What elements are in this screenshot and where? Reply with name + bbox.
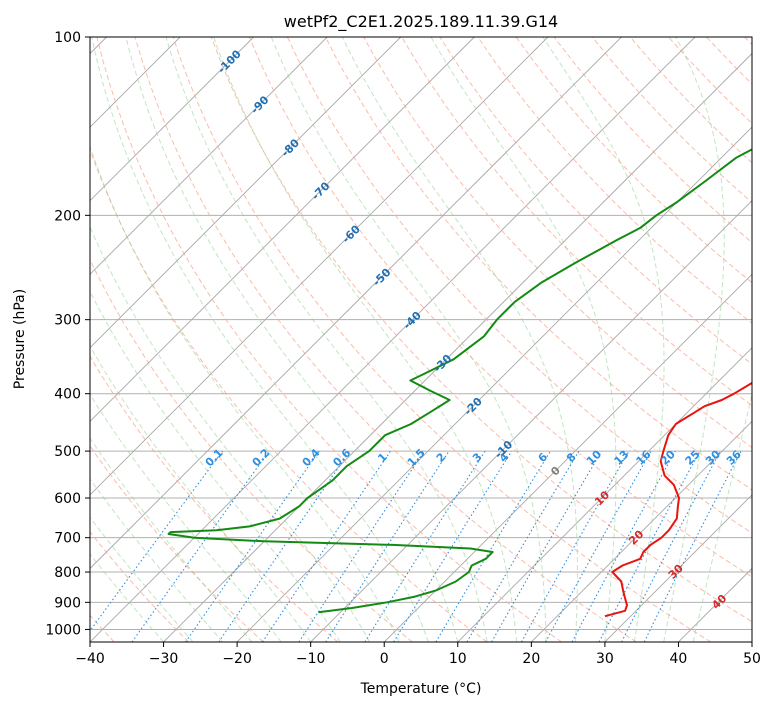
- y-tick-label: 800: [54, 565, 81, 581]
- y-tick-label: 200: [54, 208, 81, 224]
- mixing-ratio-line: [393, 450, 513, 642]
- y-tick-label: 500: [54, 444, 81, 460]
- dry-adiabat-line: [477, 37, 752, 324]
- moist-adiabat-line: [90, 290, 341, 642]
- x-tick-label: −20: [222, 651, 252, 667]
- axes: −40 −30 −20 −10 0 10 20 30 40 50 100 200 300 400 500 60…: [45, 30, 761, 667]
- moist-adiabat-line: [90, 345, 312, 642]
- plot-area: [90, 37, 752, 642]
- dry-adiabat-line: [172, 37, 712, 642]
- dry-adiabat-line: [90, 258, 413, 642]
- dewpoint-profile-line: [167, 148, 752, 614]
- sounding-series: [167, 148, 752, 618]
- x-tick-label: 30: [596, 651, 614, 667]
- x-tick-label: −10: [296, 651, 326, 667]
- mixing-ratio-line: [545, 450, 652, 642]
- dry-adiabat-line: [401, 37, 752, 407]
- moist-adiabat-line: [663, 37, 725, 642]
- y-tick-label: 400: [54, 387, 81, 403]
- mixing-ratio-line: [325, 450, 450, 642]
- x-tick-label: −30: [149, 651, 179, 667]
- isotherm-line: [236, 126, 752, 642]
- moist-adiabat-line: [125, 37, 459, 642]
- y-tick-label: 600: [54, 491, 81, 507]
- moist-adiabat-line: [542, 37, 665, 642]
- isotherm-line: [90, 37, 622, 570]
- x-tick-label: 50: [743, 651, 761, 667]
- x-tick-label: 0: [380, 651, 389, 667]
- dry-adiabat-line: [515, 37, 752, 284]
- plot-frame: [89, 36, 753, 643]
- moist-adiabat-line: [90, 437, 253, 642]
- mixing-ratio-line: [90, 450, 223, 632]
- dry-adiabat-line: [134, 37, 637, 642]
- moist-adiabat-line: [165, 37, 488, 642]
- isotherm-line: [90, 37, 475, 422]
- mixing-ratio-line: [262, 450, 391, 642]
- moist-adiabat-line: [692, 392, 752, 642]
- moist-adiabat-line: [430, 37, 617, 642]
- isotherm-line: [90, 37, 696, 642]
- x-axis-label: Temperature (°C): [360, 681, 482, 697]
- y-tick-label: 100: [54, 30, 81, 46]
- isotherm-line: [90, 37, 328, 275]
- mixing-ratio-line: [298, 450, 425, 642]
- isotherm-line: [457, 347, 752, 642]
- mixing-ratio-line: [218, 450, 351, 642]
- x-tick-label: 40: [670, 651, 688, 667]
- dry-adiabat-line: [90, 445, 264, 642]
- moist-adiabat-line: [213, 37, 518, 642]
- isotherm-line: [604, 494, 752, 642]
- isotherm-line: [90, 37, 254, 202]
- dry-adiabat-line: [90, 355, 339, 642]
- x-tick-label: 10: [449, 651, 467, 667]
- temperature-profile-line: [604, 381, 752, 618]
- isotherm-line: [90, 37, 549, 496]
- x-tick-label: −40: [75, 651, 105, 667]
- y-tick-label: 300: [54, 313, 81, 329]
- y-axis-label: Pressure (hPa): [12, 289, 28, 389]
- dry-adiabat-line: [210, 37, 752, 623]
- moist-adiabat-line: [90, 144, 400, 642]
- background-lines: [90, 37, 752, 642]
- mixing-ratio-line: [185, 450, 320, 642]
- moist-adiabat-line: [91, 37, 429, 642]
- dry-adiabat-line: [90, 531, 190, 642]
- y-tick-label: 900: [54, 595, 81, 611]
- x-tick-label: 20: [522, 651, 540, 667]
- moist-adiabat-line: [341, 37, 578, 642]
- mixing-ratio-line: [643, 450, 742, 642]
- dry-adiabat-line: [248, 37, 752, 578]
- dry-adiabat-line: [96, 37, 562, 642]
- mixing-ratio-line: [521, 450, 630, 642]
- isotherm-line: [383, 273, 752, 642]
- moist-adiabat-line: [90, 478, 223, 642]
- chart-title: wetPf2_C2E1.2025.189.11.39.G14: [284, 12, 558, 32]
- mixing-ratio-line: [571, 450, 676, 642]
- isotherm-line: [531, 420, 752, 642]
- moist-adiabat-line: [90, 225, 370, 642]
- isotherm-line: [90, 37, 402, 349]
- mixing-ratio-line: [131, 450, 270, 642]
- dry-adiabat-line: [90, 148, 488, 642]
- dry-adiabat-line: [325, 37, 752, 491]
- moist-adiabat-line: [90, 393, 282, 642]
- y-tick-label: 1000: [45, 622, 81, 638]
- y-tick-label: 700: [54, 531, 81, 547]
